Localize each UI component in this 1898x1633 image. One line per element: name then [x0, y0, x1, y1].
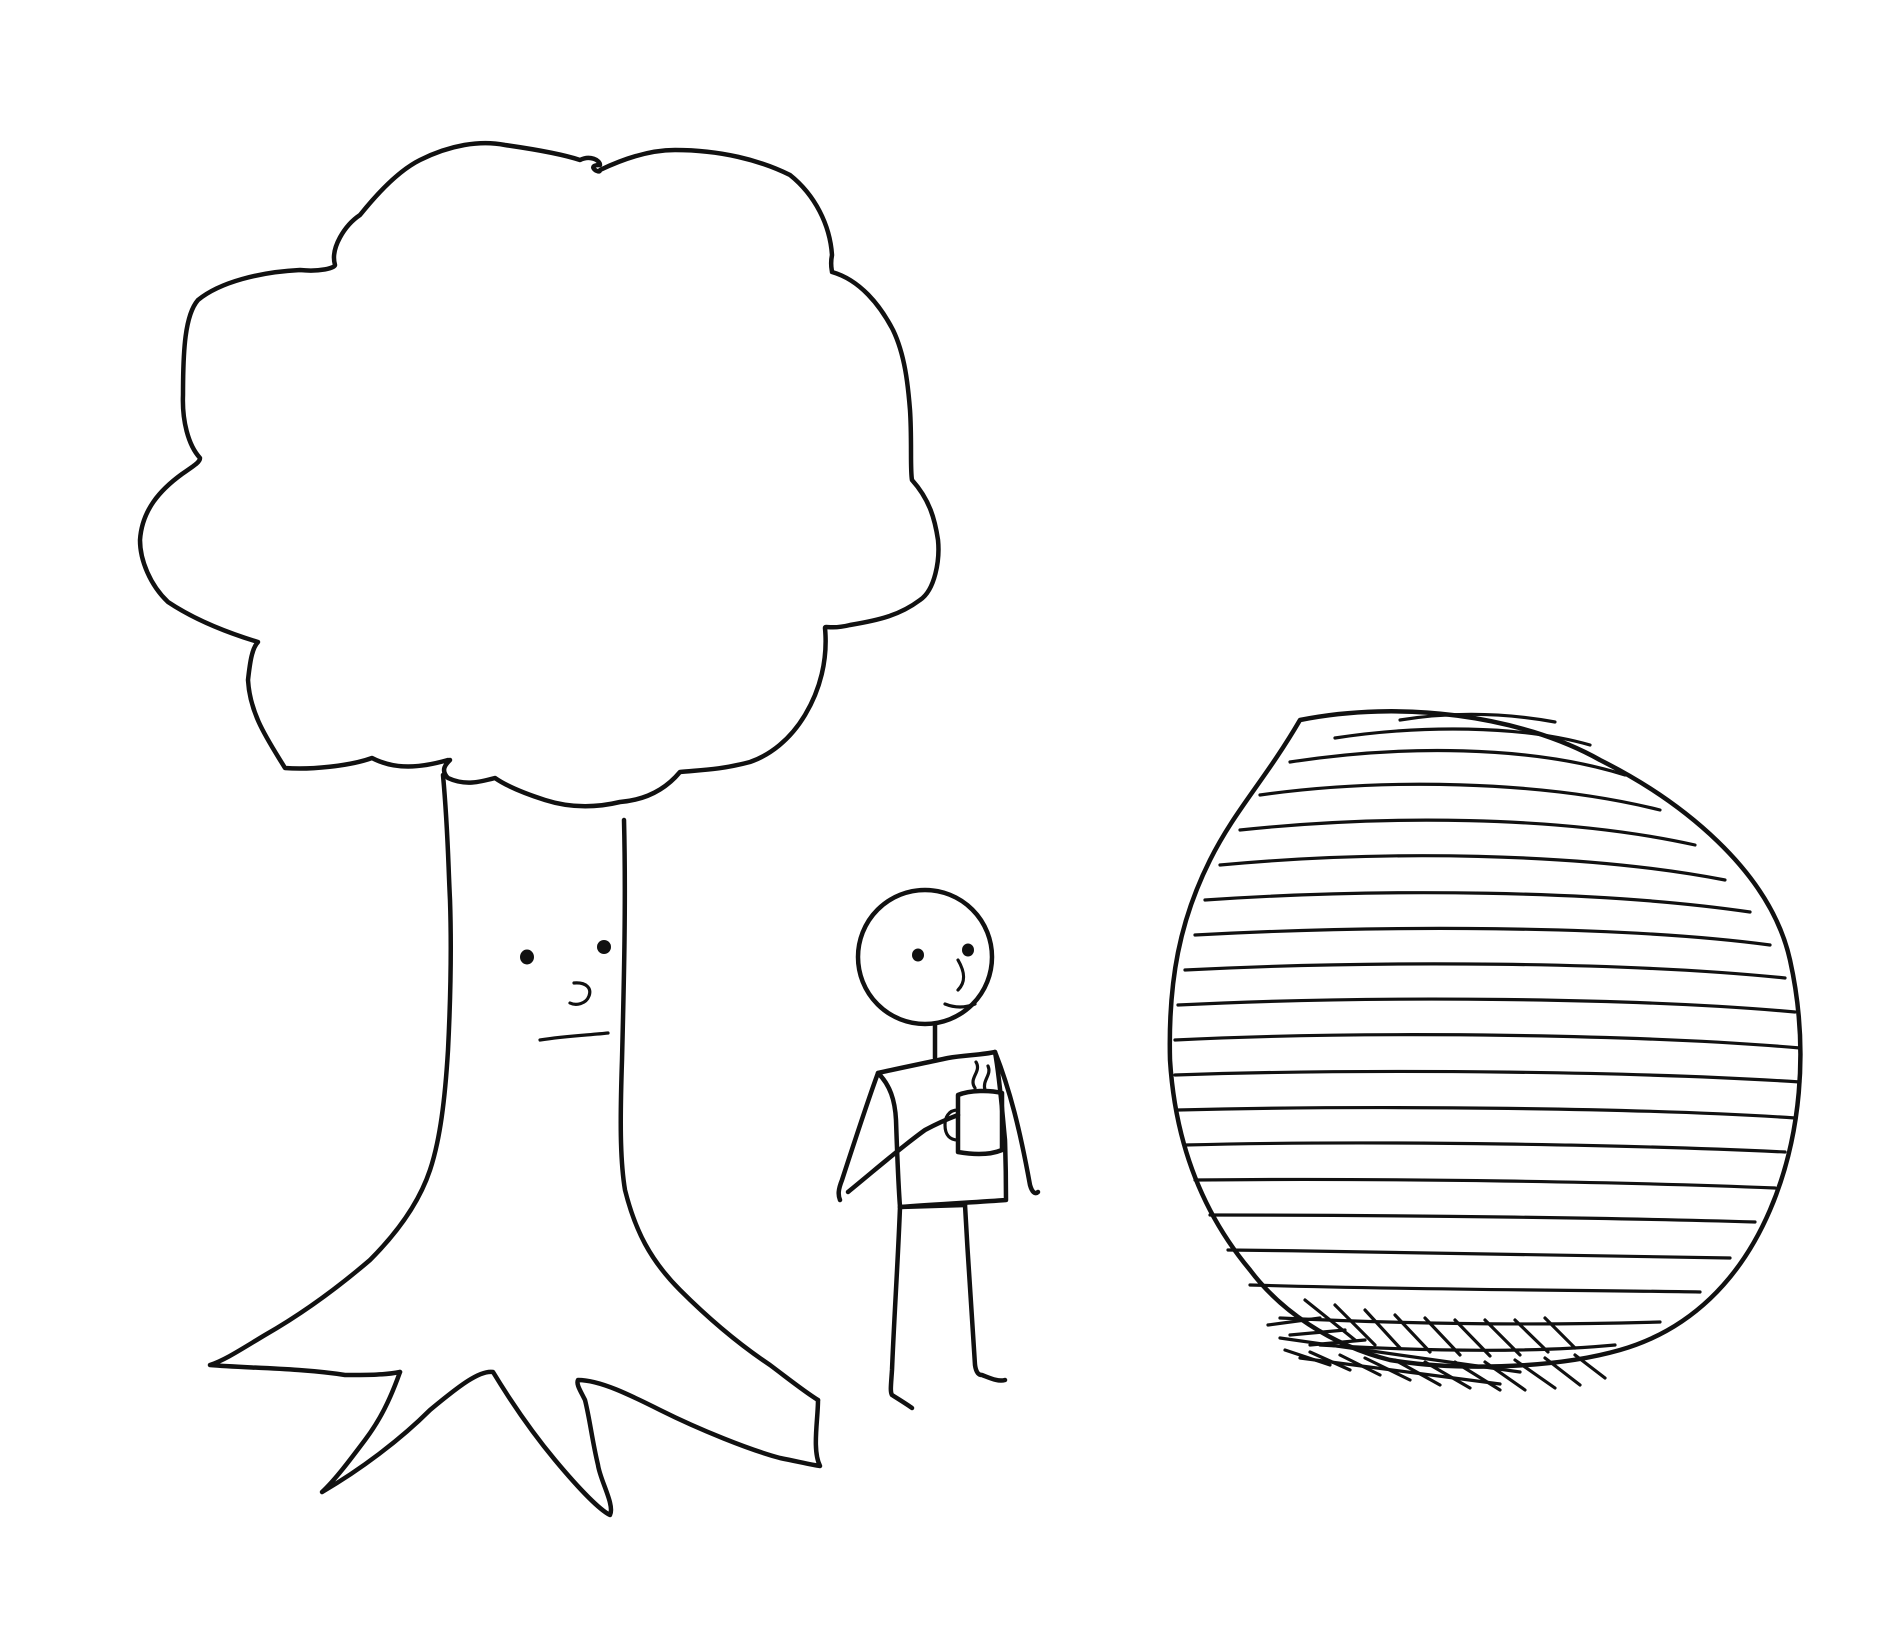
person-torso	[875, 1049, 1009, 1210]
sphere-outline	[1167, 709, 1803, 1369]
sphere-stripes	[1173, 712, 1802, 1352]
tree-canopy	[137, 140, 941, 809]
person-left-arm	[836, 1070, 881, 1203]
tree-icon	[137, 140, 941, 1518]
tree-trunk-right	[618, 817, 821, 1403]
tree-trunk-left	[207, 772, 454, 1378]
person-nose	[956, 958, 966, 992]
steam-line	[982, 1064, 991, 1092]
mug-icon	[955, 1088, 1005, 1157]
person-forearm	[845, 1112, 961, 1195]
person-head	[855, 887, 995, 1027]
sphere-icon	[1167, 709, 1803, 1392]
person-eye-left	[912, 948, 924, 962]
steam-icon	[971, 1060, 979, 1090]
sphere-shadow	[1266, 1298, 1607, 1392]
tree-nose	[568, 981, 592, 1006]
tree-roots	[319, 1369, 823, 1518]
tree-eye-left	[520, 949, 534, 965]
person-hip	[897, 1202, 968, 1210]
person-left-leg	[888, 1204, 915, 1411]
person-right-leg	[962, 1202, 1008, 1383]
person-right-arm	[992, 1049, 1041, 1196]
tree-mouth	[538, 1031, 610, 1042]
tree-eye-right	[597, 940, 611, 954]
mug-handle	[943, 1108, 960, 1142]
person-mouth	[943, 1002, 977, 1009]
person-eye-right	[962, 943, 974, 957]
person-icon	[836, 887, 1041, 1411]
